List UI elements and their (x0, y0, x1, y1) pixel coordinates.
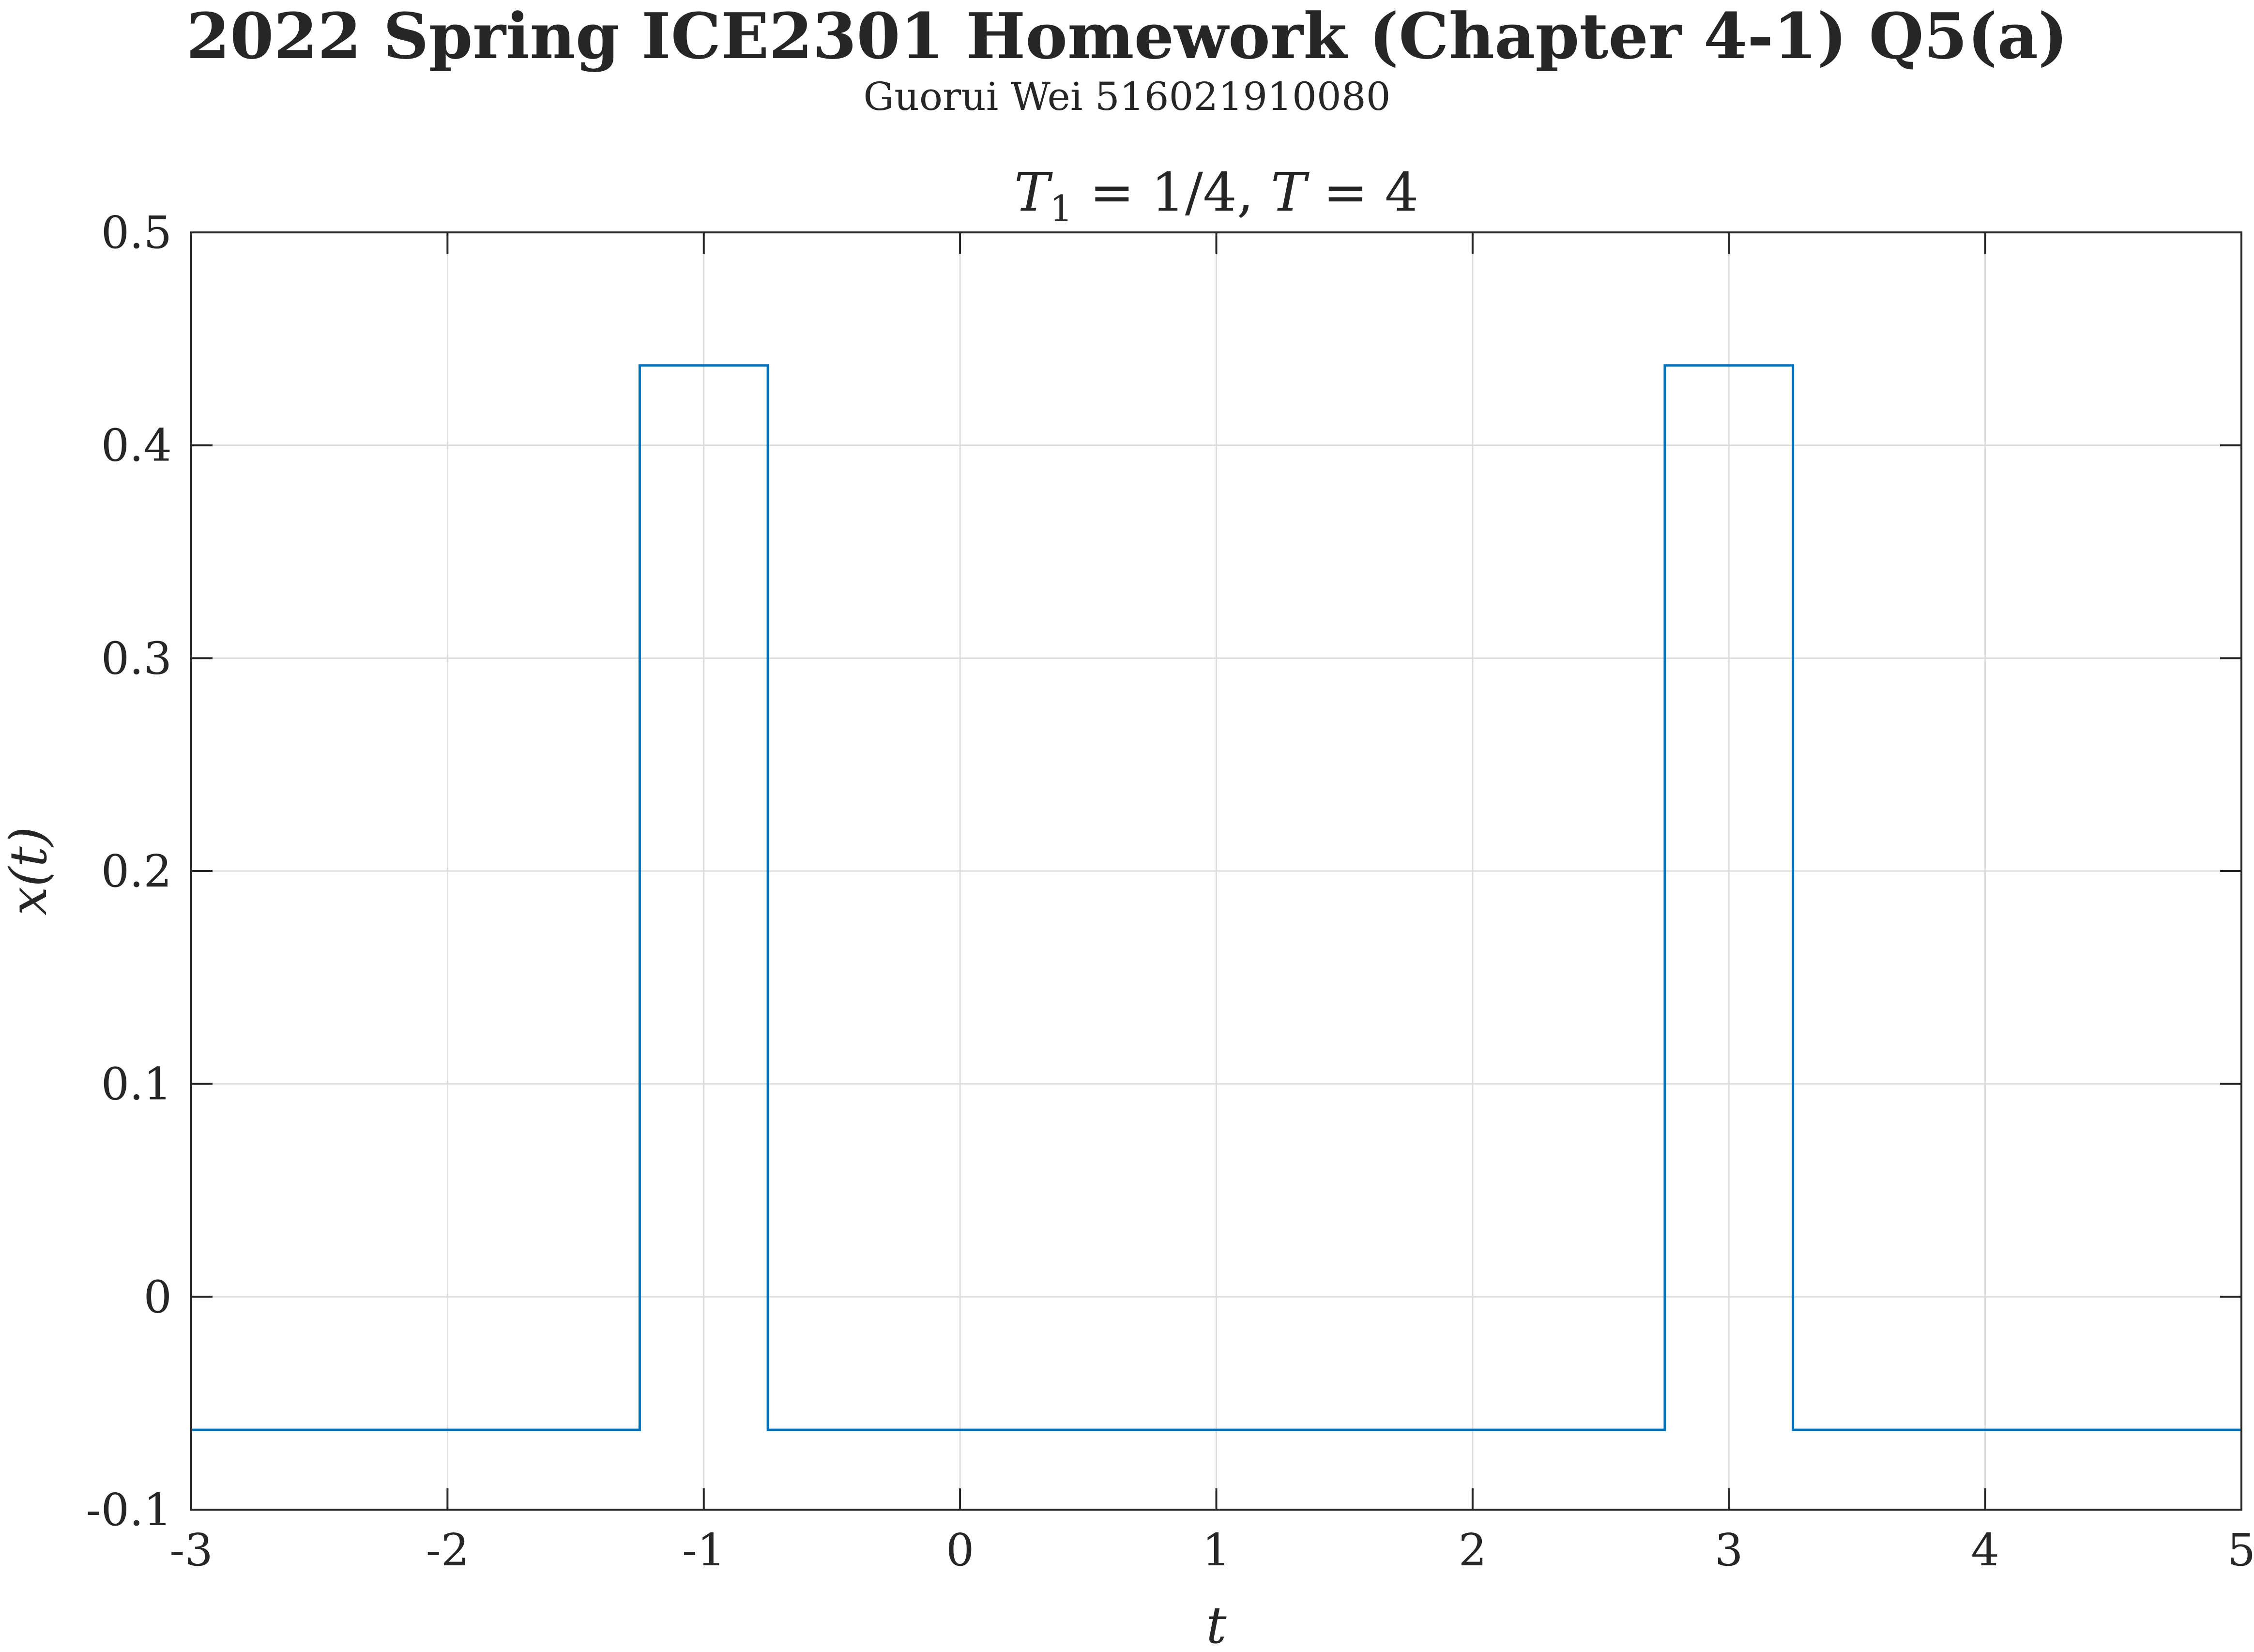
y-tick-label: 0.5 (101, 207, 172, 259)
series-layer (191, 364, 2241, 1431)
figure-subtitle: Guorui Wei 516021910080 (863, 74, 1391, 119)
axes-title-subscript: 1 (1050, 187, 1073, 230)
x-tick-label: 1 (1202, 1524, 1231, 1576)
x-tick-label: 5 (2227, 1524, 2254, 1576)
y-tick-label: 0.1 (101, 1058, 172, 1110)
axes-title-part-c: T (1271, 161, 1310, 223)
figure-title: 2022 Spring ICE2301 Homework (Chapter 4-… (186, 0, 2068, 73)
x-tick-label: -2 (426, 1524, 470, 1576)
series-line (191, 364, 2241, 1431)
x-tick-label: -3 (169, 1524, 213, 1576)
x-tick-label: 0 (946, 1524, 975, 1576)
x-axis-label: t (1206, 1596, 1227, 1652)
y-tick-label: 0.3 (101, 632, 172, 684)
x-tick-label: 4 (1971, 1524, 1999, 1576)
y-tick-label: 0 (143, 1271, 172, 1323)
tick-labels: -3 -2 -1 0 1 2 3 4 5 -0.1 0 0.1 0.2 0.3 0.4 0.5 (86, 207, 2254, 1576)
y-tick-label: -0.1 (86, 1484, 172, 1536)
axes-title-part-b: = 1/4, (1073, 161, 1271, 223)
x-tick-label: 3 (1715, 1524, 1743, 1576)
ticks (190, 231, 2242, 1511)
grid-lines (190, 231, 2242, 1511)
x-tick-label: -1 (682, 1524, 726, 1576)
axes-title-part-a: T (1014, 161, 1053, 223)
y-axis-label: x(t) (0, 826, 58, 915)
axes-title-part-d: = 4 (1306, 161, 1418, 223)
axes-title: T1 = 1/4, T = 4 (1014, 161, 1419, 230)
x-tick-label: 2 (1459, 1524, 1487, 1576)
y-tick-label: 0.4 (101, 420, 172, 472)
y-tick-label: 0.2 (101, 845, 172, 897)
